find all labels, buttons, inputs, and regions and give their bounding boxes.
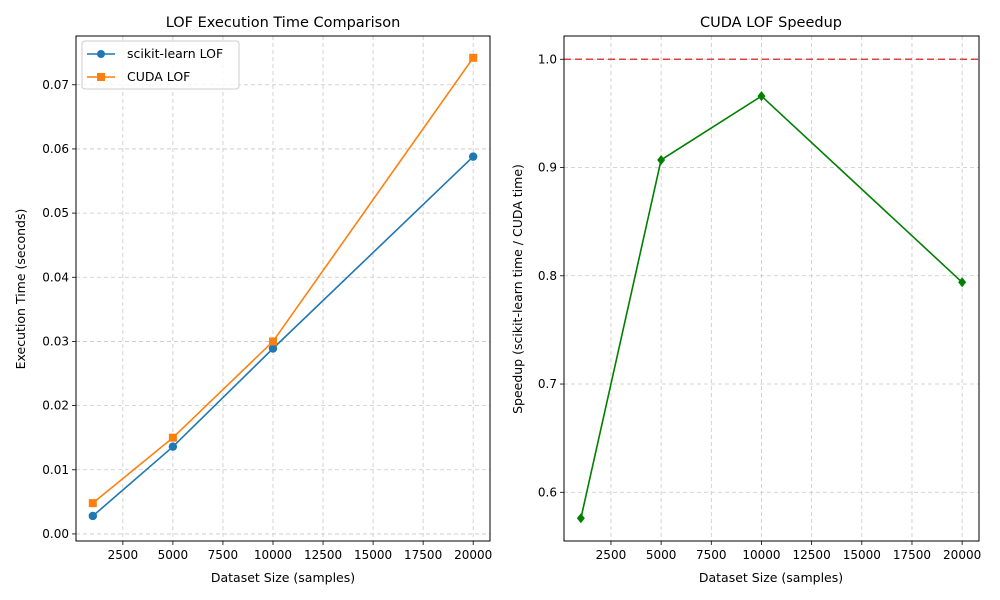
x-tick-label: 20000 [454,548,492,562]
x-tick-label: 2500 [596,548,627,562]
data-point [168,433,177,442]
y-tick-label: 1.0 [538,52,557,66]
data-point [88,511,98,521]
data-point [469,53,478,62]
y-tick-label: 0.04 [42,270,69,284]
y-tick-label: 0.00 [42,527,69,541]
legend-label-scikit-learn: scikit-learn LOF [127,46,223,61]
data-point [268,337,277,346]
legend-marker-cuda [97,73,105,81]
y-tick-label: 0.01 [42,463,69,477]
x-tick-label: 7500 [696,548,727,562]
legend-label-cuda: CUDA LOF [127,69,190,84]
x-tick-label: 5000 [158,548,189,562]
x-tick-label: 5000 [646,548,677,562]
data-point [757,91,766,102]
x-tick-label: 12500 [304,548,342,562]
y-axis-label: Speedup (scikit-learn time / CUDA time) [510,164,525,414]
x-tick-label: 10000 [742,548,780,562]
y-tick-label: 0.05 [42,206,69,220]
ticks: 2500 5000 7500 10000 12500 15000 17500 20000 0.6… [538,52,981,562]
grid [76,36,490,541]
y-tick-label: 0.9 [538,161,557,175]
x-tick-label: 12500 [793,548,831,562]
speedup-chart: CUDA LOF Speedup Dataset Size (samples) … [510,15,981,585]
legend: scikit-learn LOF CUDA LOF [81,40,240,90]
data-point [168,442,178,451]
x-tick-label: 17500 [404,548,442,562]
legend-box [81,40,240,90]
x-tick-label: 15000 [843,548,881,562]
x-tick-label: 10000 [254,548,292,562]
data-point [468,152,478,161]
data-point [576,513,585,524]
y-tick-label: 0.02 [42,399,69,413]
series-line [92,57,474,504]
plot-area [88,53,478,521]
x-tick-label: 15000 [354,548,392,562]
data-point [268,344,278,353]
execution-time-chart: LOF Execution Time Comparison Dataset Si… [13,15,492,585]
x-tick-label: 20000 [943,548,981,562]
y-tick-label: 0.7 [538,377,557,391]
x-tick-label: 17500 [893,548,931,562]
data-point [958,277,967,288]
y-tick-label: 0.8 [538,269,557,283]
y-tick-label: 0.06 [42,142,69,156]
ticks: 2500 5000 7500 10000 12500 15000 17500 20000 0.0… [42,78,492,562]
axes-frame [75,35,491,542]
y-tick-label: 0.07 [42,78,69,92]
series-line [92,156,474,517]
axes-frame [563,35,980,542]
x-axis-label: Dataset Size (samples) [211,570,355,585]
series-line [580,95,963,519]
data-point [88,499,97,508]
y-axis-label: Execution Time (seconds) [13,209,28,370]
legend-marker-scikit-learn [97,50,105,58]
chart-title: CUDA LOF Speedup [700,15,842,31]
y-tick-label: 0.03 [42,334,69,348]
x-axis-label: Dataset Size (samples) [699,570,843,585]
chart-title: LOF Execution Time Comparison [166,15,401,31]
x-tick-label: 2500 [108,548,139,562]
data-point [657,154,666,165]
grid [564,36,979,541]
plot-area [564,58,979,524]
y-tick-label: 0.6 [538,485,557,499]
x-tick-label: 7500 [208,548,239,562]
